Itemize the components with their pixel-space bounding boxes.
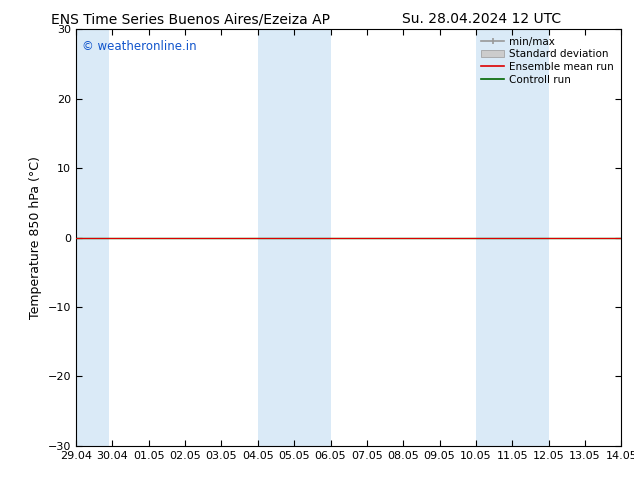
- Bar: [476, 29, 512, 446]
- Text: ENS Time Series Buenos Aires/Ezeiza AP: ENS Time Series Buenos Aires/Ezeiza AP: [51, 12, 330, 26]
- Bar: [294, 29, 330, 446]
- Text: Su. 28.04.2024 12 UTC: Su. 28.04.2024 12 UTC: [403, 12, 561, 26]
- Bar: [76, 29, 109, 446]
- Bar: [258, 29, 294, 446]
- Y-axis label: Temperature 850 hPa (°C): Temperature 850 hPa (°C): [29, 156, 42, 319]
- Bar: [512, 29, 548, 446]
- Text: © weatheronline.in: © weatheronline.in: [82, 40, 196, 53]
- Legend: min/max, Standard deviation, Ensemble mean run, Controll run: min/max, Standard deviation, Ensemble me…: [479, 35, 616, 87]
